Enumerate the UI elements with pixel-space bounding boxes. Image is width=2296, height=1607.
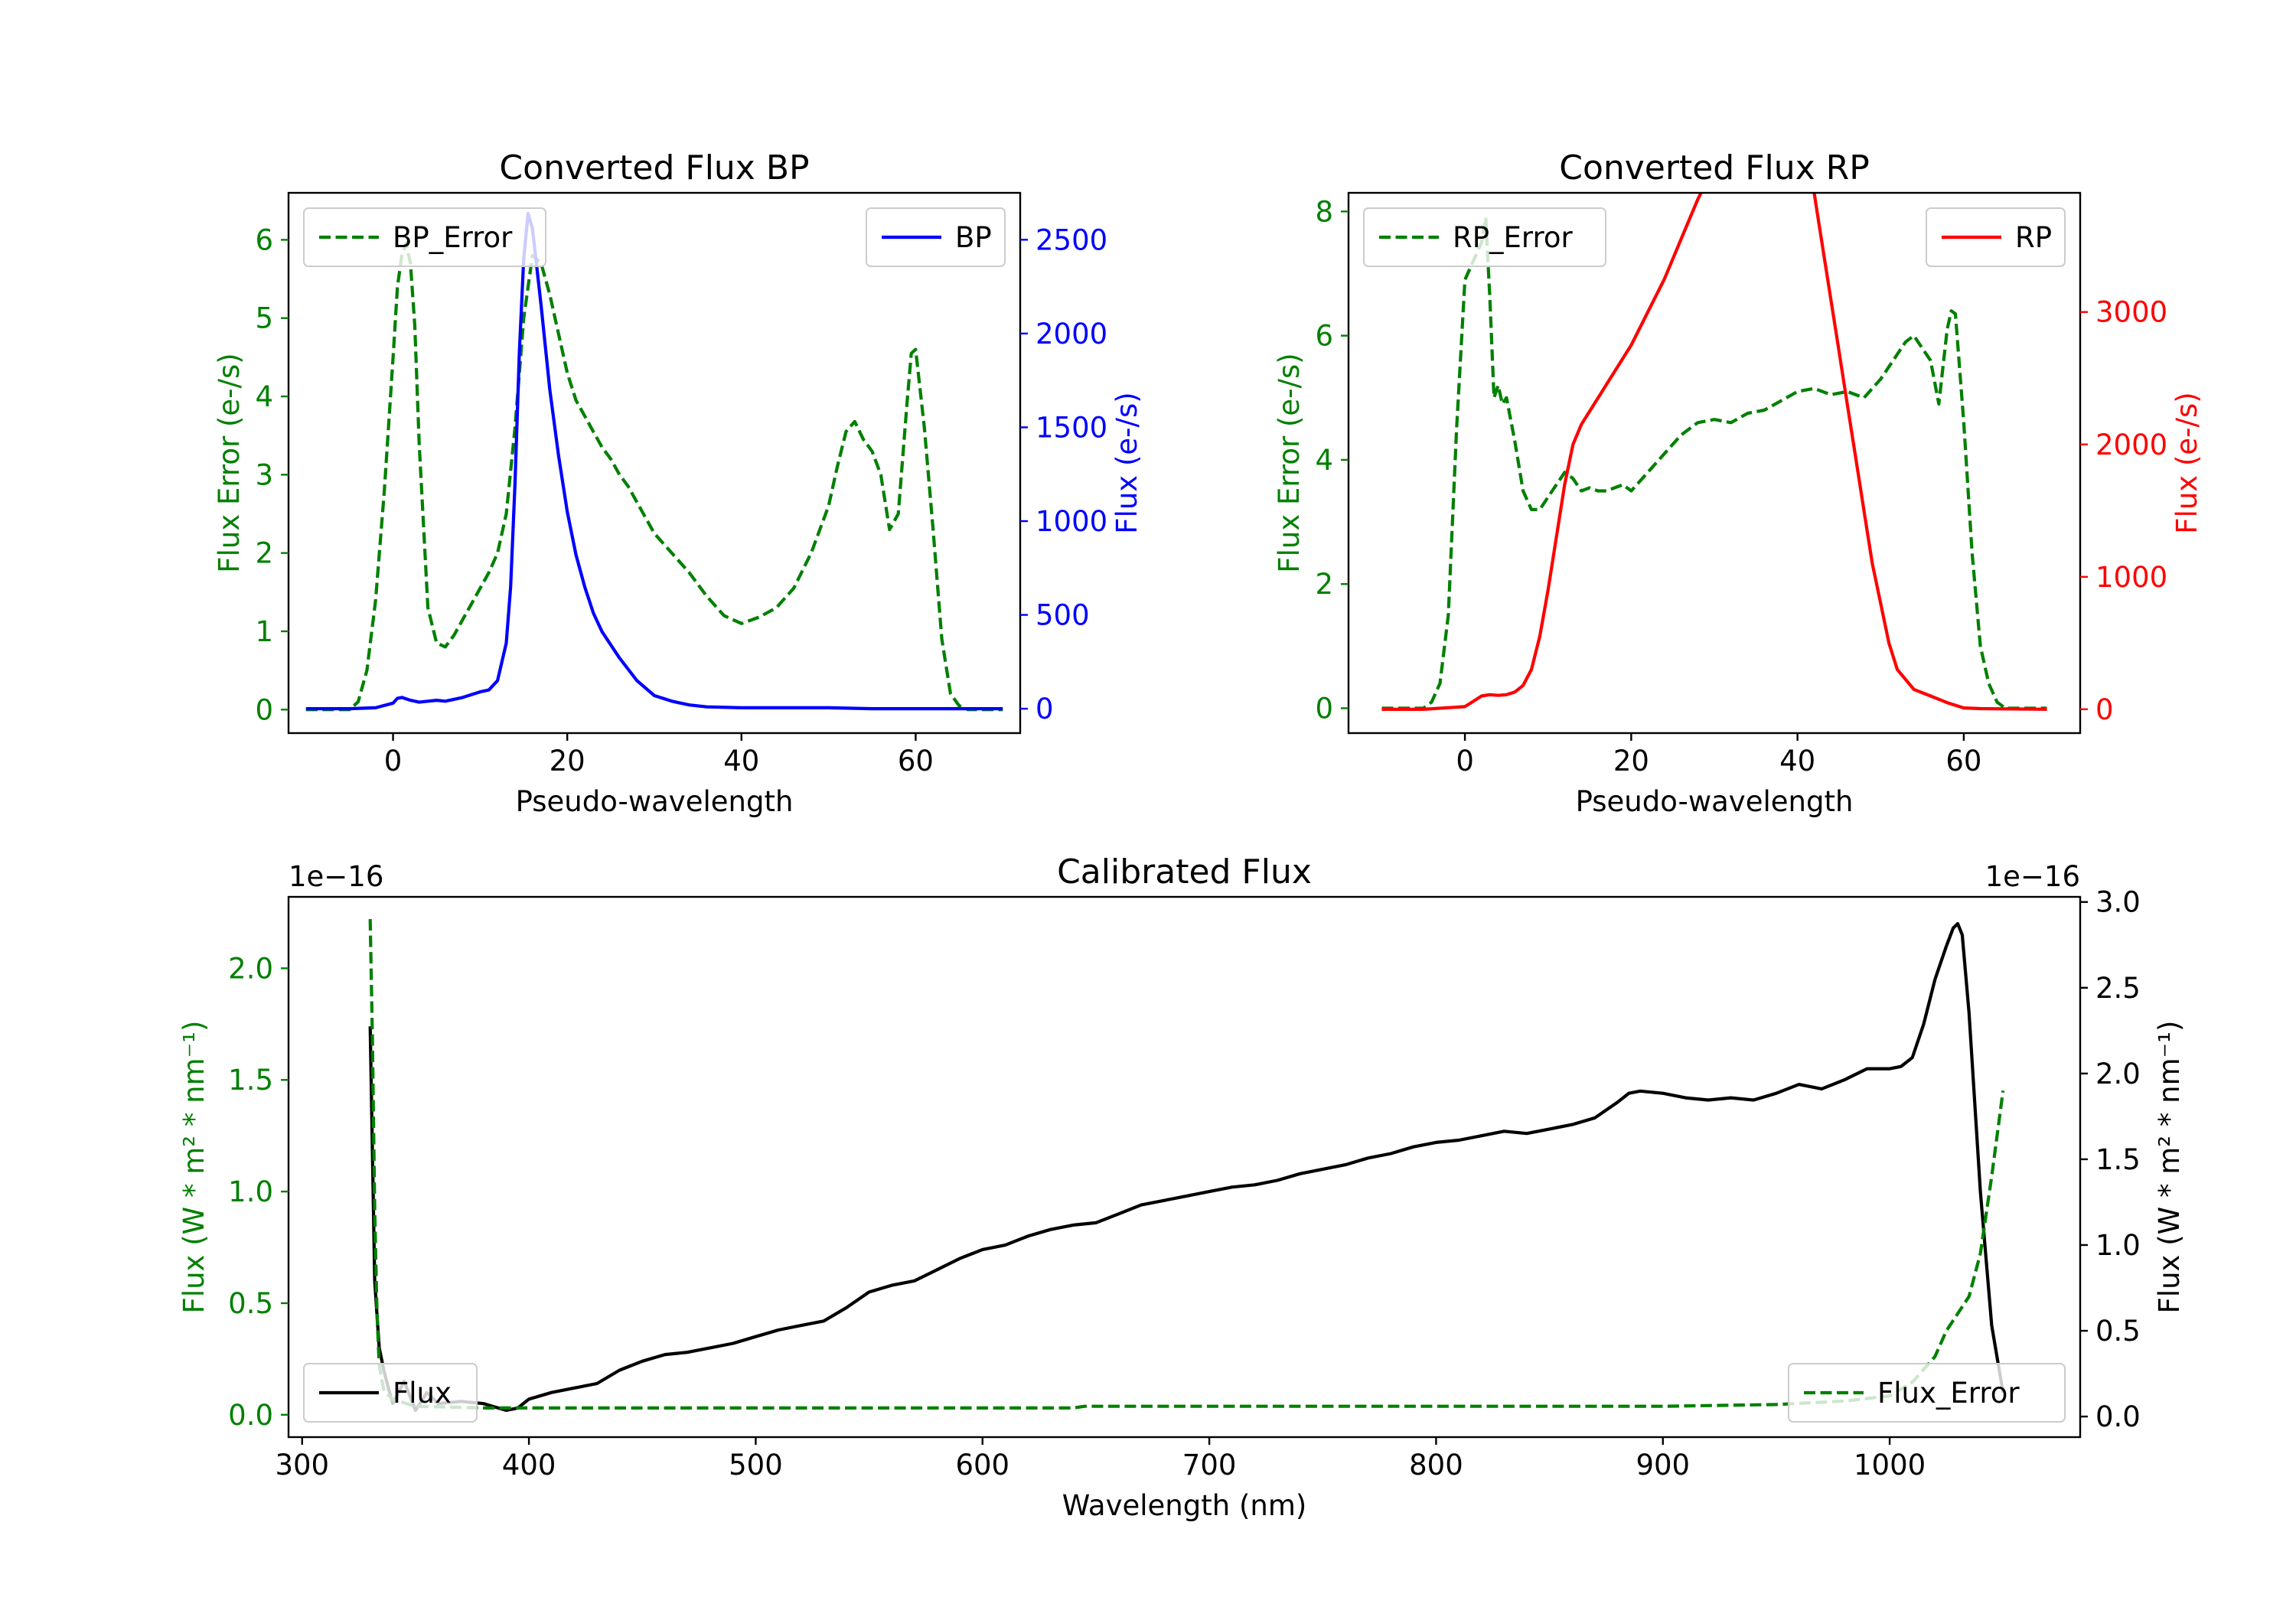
x-axis-label: Wavelength (nm) — [1062, 1489, 1307, 1522]
x-tick-label: 0 — [1456, 745, 1474, 777]
plot-frame — [287, 191, 1022, 735]
y-left-tick-label: 1.5 — [228, 1064, 273, 1097]
legend-rp-error: RP_Error — [1363, 207, 1606, 267]
legend-label: Flux_Error — [1877, 1377, 2020, 1410]
y-left-axis-label: Flux Error (e-/s) — [1273, 353, 1306, 572]
series-line-flux — [368, 921, 2005, 1413]
legend-box — [303, 207, 546, 267]
y-right-tick-label: 1.5 — [2095, 1143, 2141, 1176]
series-line-rp-error — [1381, 216, 2047, 710]
y-left-tick-label: 2 — [1315, 568, 1333, 601]
y-left-tick-label: 1 — [255, 615, 273, 648]
y-left-tick-label: 0.0 — [228, 1399, 273, 1432]
legend-flux-error: Flux_Error — [1788, 1363, 2066, 1423]
legend-bp-error: BP_Error — [303, 207, 546, 267]
legend-rp: RP — [1926, 207, 2066, 267]
series-line-flux-error — [368, 919, 2005, 1410]
x-tick-label: 600 — [955, 1449, 1009, 1482]
y-left-axis-label: Flux (W * m² * nm⁻¹) — [178, 1021, 210, 1314]
y-left-axis-label: Flux Error (e-/s) — [213, 353, 246, 572]
legend-box — [1788, 1363, 2066, 1423]
y-right-tick-label: 3.0 — [2095, 886, 2141, 919]
x-tick-label: 40 — [1779, 745, 1815, 777]
y-left-tick-label: 4 — [255, 380, 273, 413]
panel-converted-flux-rp: 0 20 40 60 0 2 4 6 8 0 1000 2000 3000 Converted Flux … — [1273, 148, 2203, 818]
y-right-tick-label: 2000 — [1035, 318, 1107, 350]
plot-frame — [1347, 191, 2082, 735]
legend-box — [303, 1363, 478, 1423]
y-left-tick-label: 5 — [255, 302, 273, 335]
y-left-tick-label: 2 — [255, 537, 273, 570]
y-right-tick-label: 0.5 — [2095, 1315, 2141, 1348]
chart-title: Converted Flux RP — [1559, 148, 1870, 187]
legend-flux: Flux — [303, 1363, 478, 1423]
series-group — [305, 211, 1003, 712]
y-left-tick-label: 0 — [255, 693, 273, 726]
y-left-tick-label: 6 — [255, 223, 273, 256]
y-left-tick-label: 3 — [255, 458, 273, 491]
legend-label: BP — [955, 221, 992, 254]
y-left-tick-label: 1.0 — [228, 1175, 273, 1208]
panel-converted-flux-bp: 0 20 40 60012345605001000150020002500Conver… — [213, 148, 1143, 818]
y-right-tick-label: 2.5 — [2095, 972, 2141, 1005]
x-tick-label: 700 — [1182, 1449, 1237, 1482]
x-tick-label: 60 — [1945, 745, 1981, 777]
x-tick-label: 900 — [1636, 1449, 1690, 1482]
y-right-tick-label: 1000 — [2095, 561, 2167, 594]
y-left-tick-label: 6 — [1315, 320, 1333, 353]
y-left-tick-label: 8 — [1315, 195, 1333, 228]
x-tick-label: 800 — [1409, 1449, 1463, 1482]
y-right-axis-label: Flux (e-/s) — [1110, 392, 1143, 533]
x-tick-label: 500 — [729, 1449, 783, 1482]
series-line-bp-error — [305, 242, 1003, 712]
x-axis-label: Pseudo-wavelength — [516, 785, 794, 818]
y-right-tick-label: 0 — [2095, 693, 2114, 726]
y-right-tick-label: 2000 — [2095, 429, 2167, 461]
panel-calibrated-flux: 300 400 500 600 700 800 900 1000 0.0 0.5 1.0 1.5 2.0… — [178, 852, 2186, 1522]
x-tick-label: 20 — [550, 745, 585, 777]
chart-title: Calibrated Flux — [1057, 852, 1312, 892]
y-right-tick-label: 2.0 — [2095, 1058, 2141, 1090]
legend-bp: BP — [866, 207, 1006, 267]
y-left-tick-label: 0.5 — [228, 1287, 273, 1320]
x-tick-label: 40 — [723, 745, 759, 777]
y-left-offset-text: 1e−16 — [289, 860, 383, 893]
legend-label: BP_Error — [393, 221, 513, 254]
series-line-rp — [1381, 193, 2047, 712]
y-right-tick-label: 3000 — [2095, 296, 2167, 329]
y-right-offset-text: 1e−16 — [1985, 860, 2080, 893]
series-line-bp — [305, 211, 1003, 711]
y-right-tick-label: 0 — [1035, 693, 1054, 725]
y-right-axis-label: Flux (e-/s) — [2170, 392, 2203, 533]
chart-title: Converted Flux BP — [499, 148, 809, 187]
y-right-axis-label: Flux (W * m² * nm⁻¹) — [2153, 1021, 2186, 1314]
x-tick-label: 20 — [1613, 745, 1649, 777]
y-left-tick-label: 2.0 — [228, 952, 273, 985]
y-left-tick-label: 4 — [1315, 444, 1333, 477]
plot-frame — [287, 895, 2082, 1439]
y-right-tick-label: 1000 — [1035, 505, 1107, 538]
y-right-tick-label: 1.0 — [2095, 1229, 2141, 1262]
x-tick-label: 0 — [384, 745, 403, 777]
x-tick-label: 1000 — [1854, 1449, 1926, 1482]
x-tick-label: 60 — [898, 745, 934, 777]
legend-label: RP_Error — [1453, 221, 1573, 254]
x-axis-label: Pseudo-wavelength — [1576, 785, 1854, 818]
y-right-tick-label: 500 — [1035, 599, 1090, 632]
y-right-tick-label: 1500 — [1035, 411, 1107, 444]
y-right-tick-label: 2500 — [1035, 223, 1107, 256]
series-group — [1381, 193, 2047, 712]
x-tick-label: 300 — [275, 1449, 329, 1482]
y-right-tick-label: 0.0 — [2095, 1400, 2141, 1433]
legend-label: RP — [2015, 221, 2052, 254]
x-tick-label: 400 — [502, 1449, 556, 1482]
legend-box — [1363, 207, 1606, 267]
legend-label: Flux — [393, 1377, 452, 1410]
y-left-tick-label: 0 — [1315, 693, 1333, 725]
series-group — [368, 919, 2005, 1413]
